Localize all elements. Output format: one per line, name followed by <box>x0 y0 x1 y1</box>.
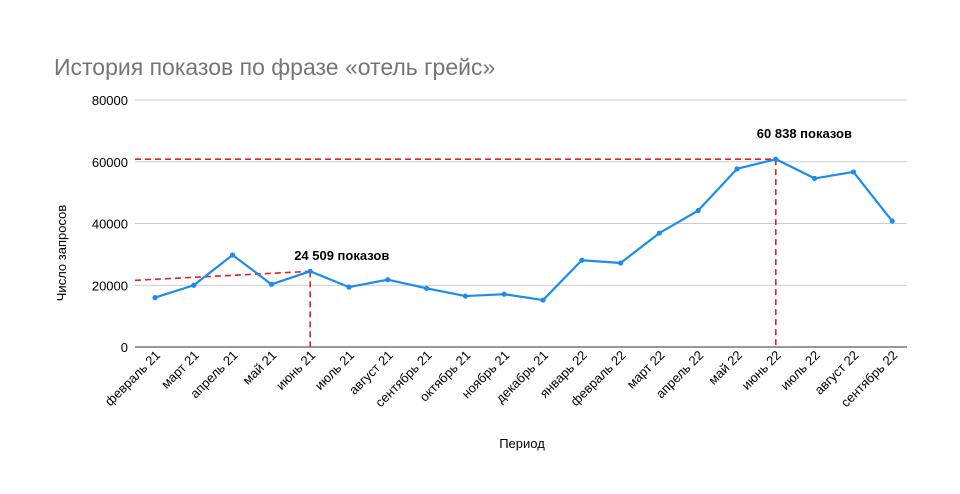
data-point <box>501 291 507 297</box>
data-point <box>268 281 274 287</box>
data-point <box>889 218 895 224</box>
series-layer <box>152 156 895 303</box>
data-point <box>385 277 391 283</box>
data-point <box>346 284 352 290</box>
data-point <box>812 175 818 182</box>
data-point <box>540 297 546 303</box>
data-point <box>230 252 236 258</box>
y-axis-ticks: 0 20000 40000 60000 80000 <box>92 93 128 355</box>
data-point <box>462 293 468 299</box>
x-tick-label: июнь 21 <box>273 348 318 393</box>
data-point <box>307 268 313 274</box>
data-point <box>152 295 158 301</box>
data-point <box>850 169 857 175</box>
annotation-label: 24 509 показов <box>294 248 389 263</box>
annotations: 24 509 показов 60 838 показов <box>294 126 852 263</box>
gridlines <box>135 99 907 348</box>
x-tick-label: февраль 21 <box>102 348 163 409</box>
y-tick-label: 40000 <box>92 217 128 232</box>
annotation-label: 60 838 показов <box>757 126 852 141</box>
data-point <box>191 282 197 288</box>
data-point <box>656 230 663 236</box>
data-point <box>734 166 740 172</box>
chart-title: История показов по фразе «отель грейс» <box>54 54 495 80</box>
data-point <box>773 156 779 162</box>
y-tick-label: 60000 <box>92 155 128 170</box>
data-point <box>579 257 585 263</box>
data-point <box>695 207 701 214</box>
data-point <box>424 285 430 291</box>
x-axis-label: Период <box>499 436 545 451</box>
series-line <box>154 158 894 302</box>
y-tick-label: 20000 <box>92 278 128 293</box>
y-tick-label: 80000 <box>92 93 128 108</box>
guide-lines <box>134 158 777 347</box>
y-tick-label: 0 <box>121 340 128 355</box>
data-point <box>618 260 624 266</box>
y-axis-label: Число запросов <box>54 205 69 302</box>
x-tick-label: июнь 22 <box>739 348 784 393</box>
